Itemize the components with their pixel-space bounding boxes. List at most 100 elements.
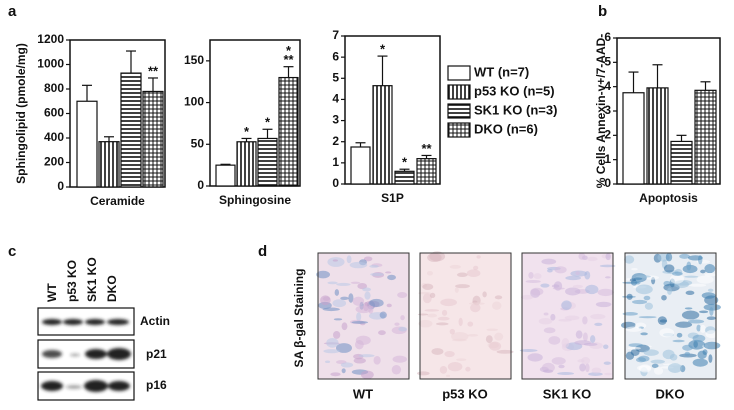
blot-band [41,381,63,391]
y-tick-label: 600 [44,106,64,120]
staining-texture [422,293,432,304]
y-tick-label: 800 [44,81,64,95]
staining-texture [696,324,701,332]
y-tick-label: 0 [604,176,611,190]
y-tick-label: 1 [604,152,611,166]
staining-texture [554,266,567,274]
staining-texture [330,372,341,377]
legend-label: WT (n=7) [474,64,529,79]
bar [278,76,299,187]
staining-texture [465,366,471,372]
y-tick-label: 4 [604,79,611,93]
staining-texture [320,295,331,306]
staining-texture [574,340,592,346]
staining-texture [340,296,349,300]
staining-label: p53 KO [442,386,488,401]
staining-texture [605,253,611,261]
staining-texture [582,316,588,325]
staining-texture [590,313,606,320]
staining-texture [624,255,635,264]
staining-panel: SA β-gal Staining WT p53 KO SK1 KO DKO [292,251,721,401]
staining-frame [521,252,614,380]
staining-texture [581,357,591,365]
staining-texture [351,320,369,324]
staining-texture [589,335,596,344]
staining-texture [449,328,455,335]
staining-texture [451,331,469,341]
blot-lane-label: DKO [105,275,119,302]
staining-texture [458,317,463,327]
staining-texture [561,338,570,348]
significance-label: ** [148,63,159,78]
staining-texture [578,252,586,260]
bar [694,89,717,185]
staining-texture [494,295,503,300]
significance-label: * [286,43,292,58]
staining-texture [579,363,586,372]
blot-row-label: p16 [146,378,167,392]
staining-texture [447,361,463,372]
staining-texture [492,301,502,310]
staining-texture [437,316,450,321]
y-tick-label: 150 [184,53,204,67]
staining-texture [418,319,433,328]
staining-texture [685,290,695,296]
bar [670,140,693,185]
x-axis-label: Sphingosine [219,193,291,207]
significance-label: * [380,42,386,57]
staining-texture [378,330,386,336]
legend-swatch [447,122,471,138]
staining-texture [625,351,635,360]
blot-band [42,319,62,325]
y-tick-label: 1200 [37,32,64,46]
staining-texture [352,296,365,306]
staining-texture [696,275,714,284]
staining-texture [597,288,614,297]
staining-texture [704,273,717,277]
staining-texture [533,273,542,280]
staining-texture [353,357,366,364]
staining-texture [703,341,721,350]
y-tick-label: 4 [332,92,339,106]
staining-texture [706,316,716,321]
staining-texture [663,264,675,273]
staining-texture [473,265,479,271]
bar [622,92,645,185]
staining-texture [585,284,599,295]
staining-texture [348,293,354,303]
staining-texture [373,356,381,365]
staining-texture [323,349,340,354]
staining-texture [700,269,706,274]
staining-texture [628,343,643,347]
staining-texture [341,368,346,374]
staining-texture [708,354,713,363]
panel-label: c [8,243,16,260]
staining-texture [561,300,572,310]
staining-texture [643,349,659,356]
staining-texture [349,261,368,269]
staining-texture [599,264,616,268]
staining-texture [452,338,467,342]
staining-texture [391,364,402,375]
staining-texture [333,318,343,321]
staining-texture [429,292,436,299]
staining-texture [572,284,584,289]
staining-texture [692,358,708,367]
western-blot: Actin p21 p16 WT p53 KO SK1 KO DKO [37,257,170,401]
staining-texture [398,326,408,332]
y-tick-label: 5 [332,70,339,84]
staining-texture [449,264,461,269]
staining-texture [622,281,640,284]
staining-texture [340,362,354,368]
staining-texture [363,256,373,262]
staining-texture [470,303,481,313]
staining-texture [455,284,470,289]
bar [98,141,120,188]
staining-texture [467,321,474,327]
staining-texture [444,350,455,358]
staining-texture [385,271,392,274]
legend-label: SK1 KO (n=3) [474,102,557,117]
bar [257,137,278,187]
blot-lane-label: SK1 KO [85,257,99,302]
staining-texture [431,348,444,355]
